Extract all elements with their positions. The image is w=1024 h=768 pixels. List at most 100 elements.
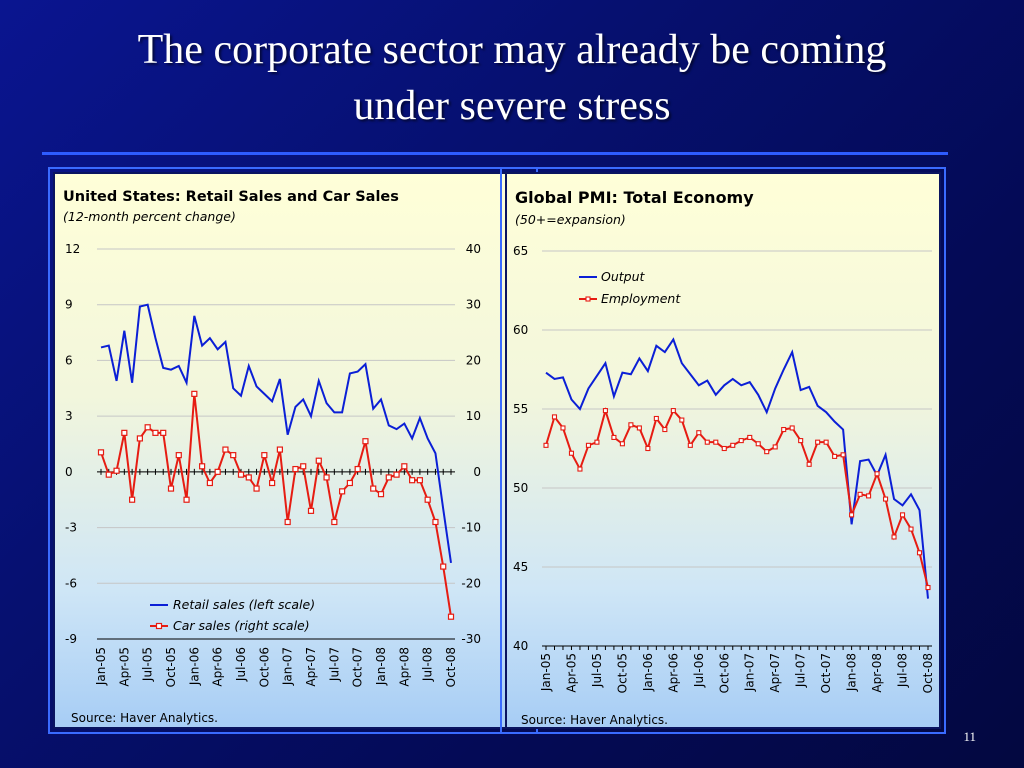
x-tick-label: Jan-07 (743, 653, 757, 692)
chart-title: Global PMI: Total Economy (515, 188, 754, 207)
y-tick-label: 60 (513, 323, 528, 337)
slide-title: The corporate sector may already be comi… (0, 22, 1024, 134)
x-tick-label: Oct-05 (164, 647, 178, 687)
employment-point (916, 550, 923, 556)
y-right-tick-label: 0 (473, 465, 481, 479)
y-tick-label: 40 (513, 639, 528, 653)
x-tick-label: Apr-07 (768, 653, 782, 693)
employment-point (806, 461, 812, 467)
car-sales-point (315, 457, 322, 464)
car-sales-point (409, 477, 416, 484)
employment-point (815, 439, 821, 445)
employment-point (874, 471, 880, 477)
slide-title-line1: The corporate sector may already be comi… (137, 27, 887, 73)
y-right-tick-label: 10 (466, 409, 481, 423)
employment-point (670, 408, 676, 414)
car-sales-point (393, 471, 400, 478)
employment-point (662, 426, 668, 433)
x-tick-label: Apr-07 (304, 647, 318, 687)
car-sales-point (129, 496, 136, 503)
car-sales-point (385, 474, 392, 481)
y-left-tick-label: -3 (65, 521, 77, 535)
y-left-tick-label: 3 (65, 409, 73, 423)
y-right-tick-label: 20 (466, 353, 481, 367)
chart-subtitle: (12-month percent change) (63, 209, 236, 224)
x-tick-label: Oct-07 (351, 647, 365, 687)
employment-point (713, 439, 719, 445)
output-line (545, 337, 929, 599)
car-sales-line (100, 393, 452, 617)
car-sales-point (432, 518, 439, 526)
x-tick-label: Oct-05 (615, 653, 629, 693)
employment-line (545, 407, 929, 588)
legend-retail-sales-label: Retail sales (left scale) (173, 597, 315, 612)
x-tick-label: Jan-08 (374, 647, 388, 686)
car-sales-point (440, 563, 447, 570)
y-left-tick-label: -6 (65, 576, 77, 590)
x-tick-label: Oct-06 (717, 653, 731, 693)
car-sales-point (136, 435, 143, 442)
car-sales-point (447, 613, 455, 620)
x-tick-label: Apr-05 (564, 653, 578, 693)
employment-point (551, 414, 558, 420)
employment-point (798, 438, 804, 444)
employment-point (653, 415, 659, 422)
employment-point (764, 449, 770, 455)
car-sales-point (362, 438, 369, 445)
chart-subtitle: (50+=expansion) (515, 212, 626, 227)
y-tick-label: 50 (513, 481, 528, 495)
legend-employment-label: Employment (601, 291, 681, 306)
car-sales-point (424, 496, 431, 503)
employment-point (619, 441, 625, 447)
x-tick-label: Apr-06 (211, 647, 225, 687)
employment-point (899, 512, 906, 518)
car-sales-point (300, 463, 307, 470)
employment-point (849, 512, 855, 518)
car-sales-point (261, 452, 268, 459)
employment-point (611, 434, 617, 440)
employment-point (823, 439, 829, 445)
car-sales-point (401, 463, 408, 470)
x-tick-label: Jul-08 (421, 647, 435, 682)
car-sales-point (222, 446, 229, 453)
employment-point (883, 496, 889, 502)
x-tick-label: Jul-05 (590, 653, 604, 688)
y-left-tick-label: 0 (65, 465, 73, 479)
employment-point (585, 442, 591, 448)
car-sales-point (206, 479, 213, 487)
y-right-tick-label: -20 (461, 576, 481, 590)
car-sales-point (97, 449, 105, 456)
x-tick-label: Apr-08 (397, 647, 411, 687)
car-sales-point (269, 479, 276, 487)
global-pmi-chart-area: Global PMI: Total Economy (50+=expansion)… (505, 172, 941, 729)
employment-point (636, 425, 642, 431)
employment-point (721, 445, 727, 452)
y-tick-label: 55 (513, 402, 528, 416)
car-sales-point (113, 467, 120, 474)
car-sales-point (323, 474, 330, 481)
employment-point (730, 442, 736, 448)
y-right-tick-label: 30 (466, 298, 481, 312)
car-sales-point (160, 429, 167, 436)
car-sales-point (292, 465, 299, 473)
x-tick-label: Oct-06 (257, 647, 271, 687)
car-sales-point (346, 479, 353, 487)
employment-point (560, 425, 566, 431)
employment-point (645, 445, 651, 452)
car-sales-point (276, 446, 283, 453)
car-sales-point (167, 485, 175, 492)
employment-point (908, 526, 914, 532)
y-tick-label: 65 (513, 244, 528, 258)
employment-point (857, 491, 863, 497)
car-sales-point (237, 471, 245, 478)
employment-point (747, 434, 753, 440)
x-tick-label: Jul-08 (896, 653, 910, 688)
employment-point (594, 439, 600, 445)
employment-point (704, 439, 710, 445)
car-sales-point (191, 390, 198, 397)
car-sales-point (339, 488, 346, 495)
car-sales-point (331, 518, 338, 526)
x-tick-label: Jul-07 (327, 647, 341, 682)
slide-title-line2: under severe stress (353, 83, 671, 129)
car-sales-point (152, 429, 159, 436)
